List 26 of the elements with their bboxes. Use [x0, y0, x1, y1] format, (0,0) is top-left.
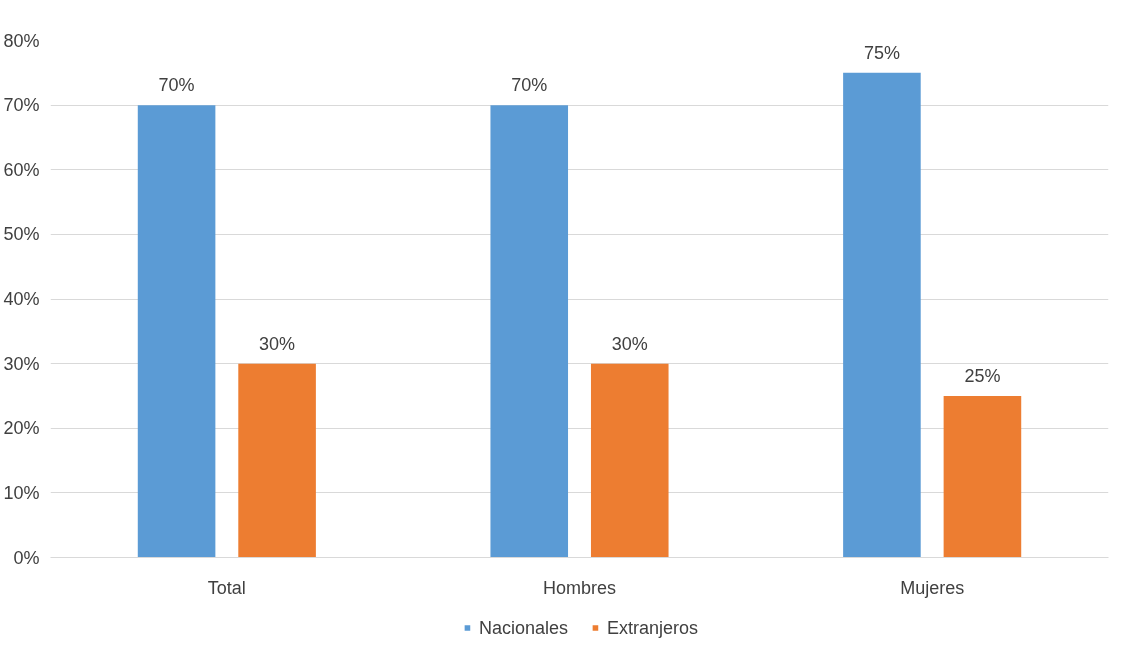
bar — [137, 105, 216, 558]
x-tick-label: Hombres — [542, 577, 617, 598]
bar — [843, 72, 921, 558]
bar — [943, 395, 1022, 558]
y-tick-label: 50% — [3, 224, 40, 245]
bar — [490, 105, 569, 558]
data-label: 70% — [158, 75, 195, 96]
x-tick-label: Total — [207, 577, 246, 598]
y-tick-label: 60% — [3, 159, 40, 180]
legend-label: Extranjeros — [607, 617, 699, 638]
y-tick-label: 20% — [3, 418, 40, 439]
data-label: 30% — [259, 333, 296, 354]
y-tick-label: 70% — [3, 95, 40, 116]
y-tick-label: 30% — [3, 353, 40, 374]
x-tick-label: Mujeres — [900, 577, 965, 598]
y-tick-label: 10% — [3, 482, 40, 503]
bar — [238, 363, 316, 558]
bar — [590, 363, 669, 558]
legend-label: Nacionales — [478, 617, 569, 638]
y-tick-label: 40% — [3, 289, 40, 309]
data-label: 75% — [863, 42, 900, 63]
y-tick-label: 0% — [13, 547, 40, 568]
data-label: 25% — [964, 365, 1001, 386]
y-tick-label: 80% — [3, 30, 40, 51]
data-label: 70% — [511, 75, 548, 96]
data-label: 30% — [611, 333, 648, 354]
